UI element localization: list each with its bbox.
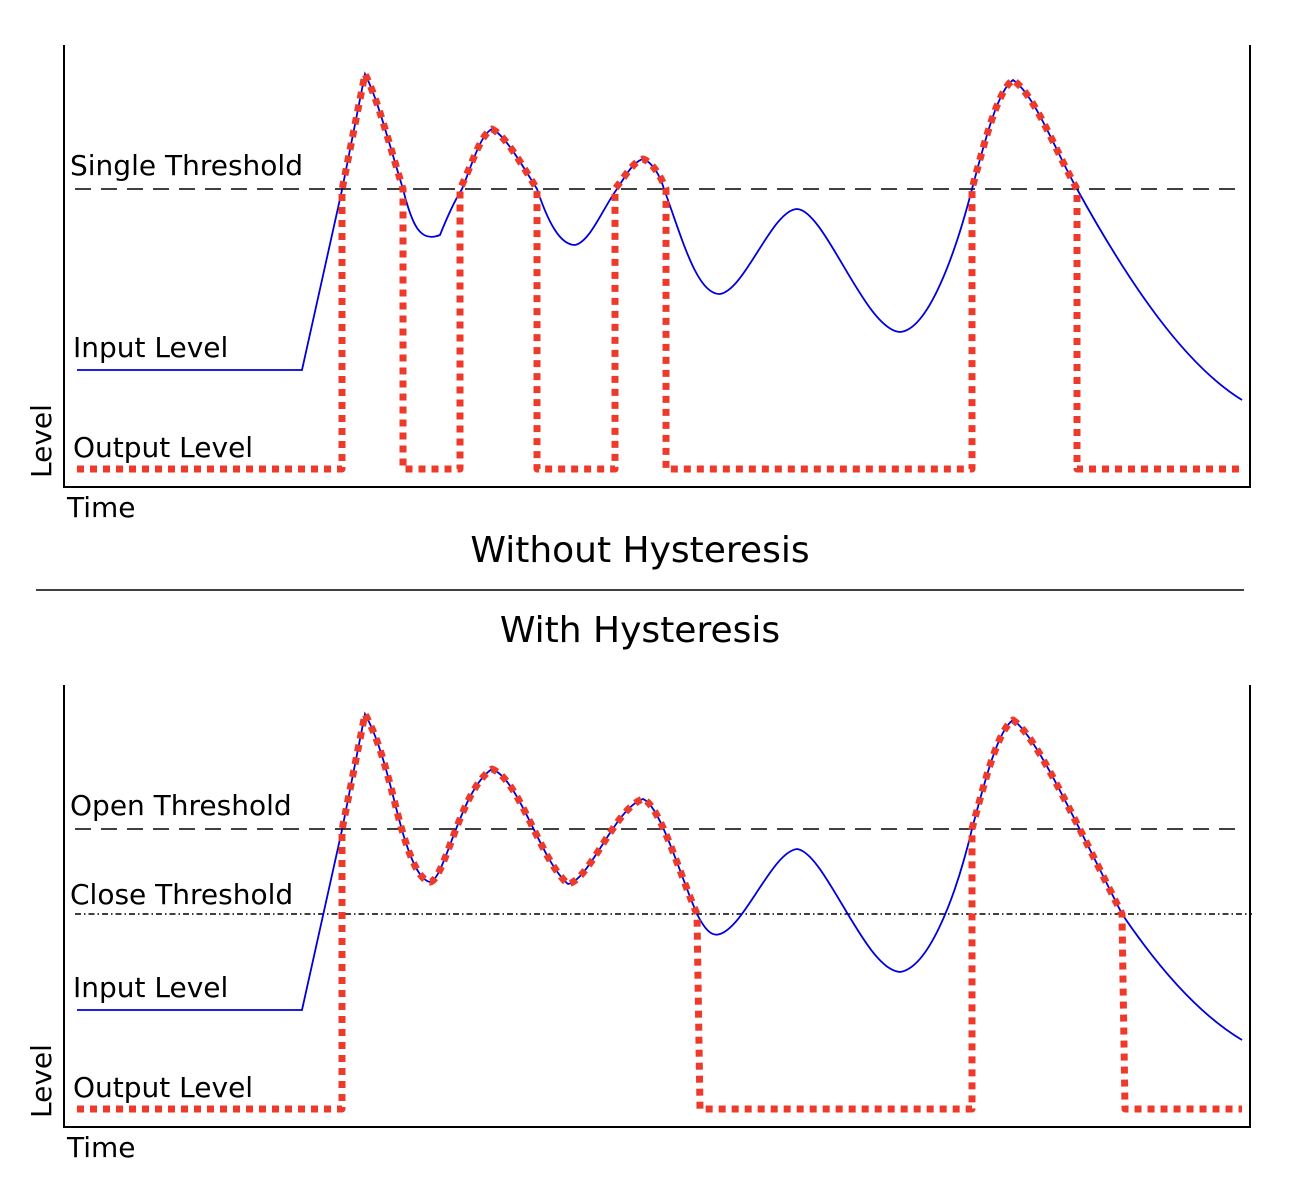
bottom-axes: [63, 685, 1251, 1128]
top-single-threshold-label: Single Threshold: [70, 149, 303, 182]
bottom-time-axis-label: Time: [66, 1131, 136, 1164]
bottom-output-level-label: Output Level: [73, 1071, 253, 1104]
top-input-level-label: Input Level: [73, 331, 228, 364]
top-level-axis-label: Level: [25, 404, 58, 478]
bottom-output-level-line: [77, 710, 1242, 1113]
top-time-axis-label: Time: [66, 491, 136, 524]
bottom-close-threshold-label: Close Threshold: [70, 878, 293, 911]
panel-with-hysteresis: Open Threshold Close Threshold Input Lev…: [25, 685, 1252, 1164]
top-axes: [63, 45, 1251, 488]
bottom-open-threshold-label: Open Threshold: [70, 789, 292, 822]
title-with-hysteresis: With Hysteresis: [500, 610, 780, 651]
title-without-hysteresis: Without Hysteresis: [470, 530, 809, 571]
bottom-level-axis-label: Level: [25, 1044, 58, 1118]
top-output-level-label: Output Level: [73, 431, 253, 464]
top-input-level-line: [77, 71, 1243, 401]
top-output-level-line: [77, 70, 1242, 473]
bottom-input-level-line: [77, 711, 1243, 1041]
bottom-input-level-label: Input Level: [73, 971, 228, 1004]
panel-without-hysteresis: Single Threshold Input Level Output Leve…: [25, 45, 1251, 524]
